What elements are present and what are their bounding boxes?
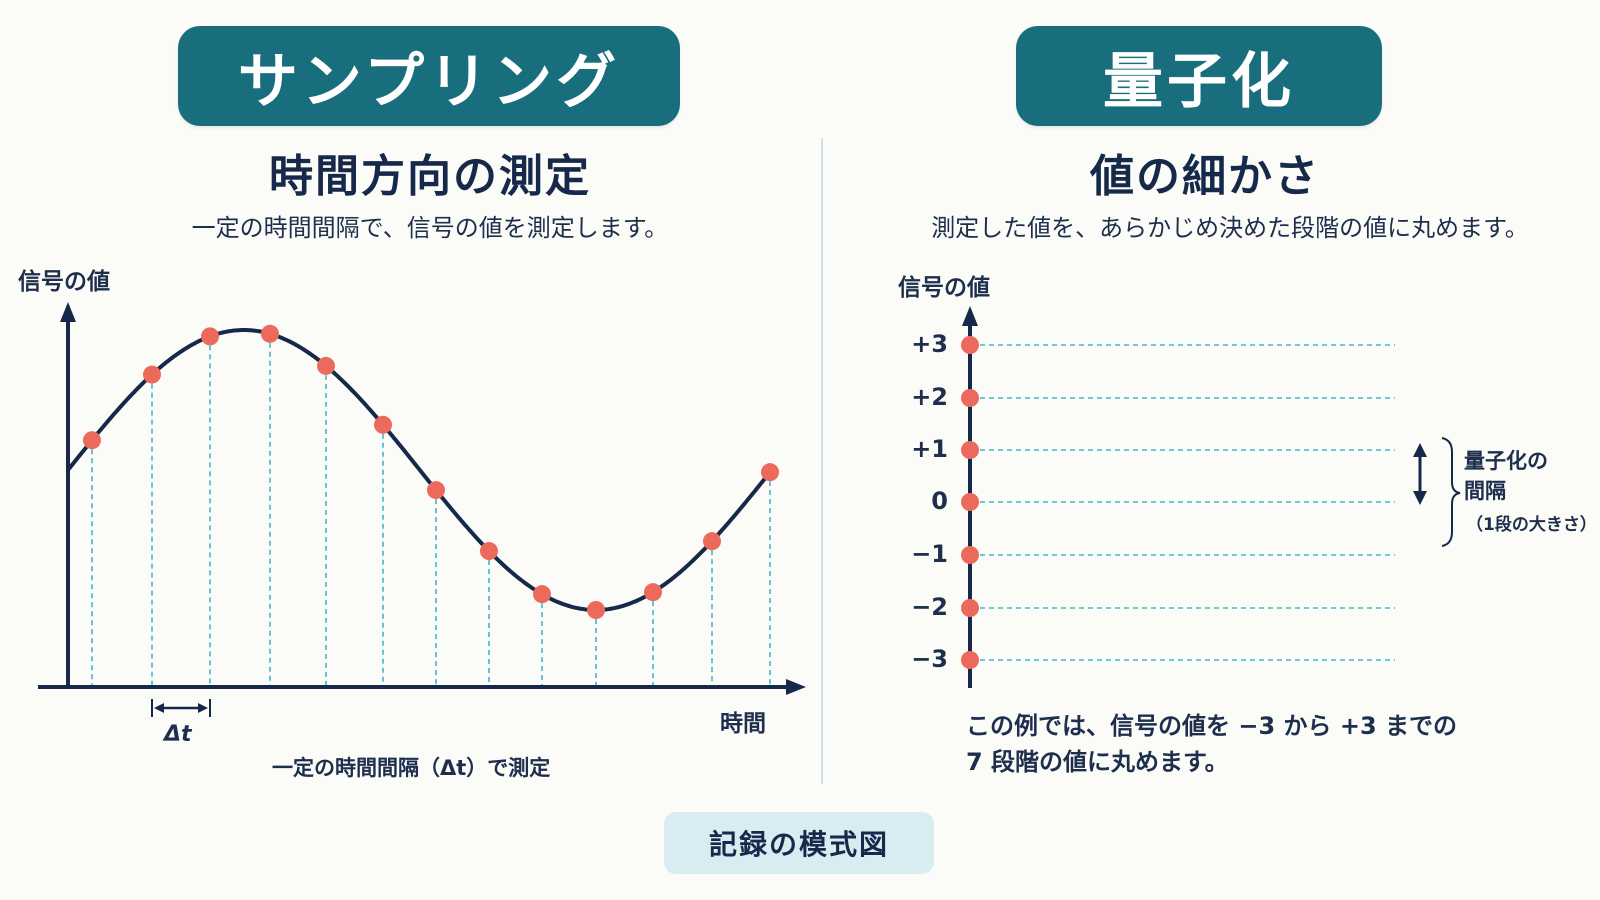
level-label: +1 [911, 435, 948, 463]
sample-point [83, 431, 101, 450]
delta-left-arrow-icon [154, 703, 164, 713]
sampling-x-arrow-icon [786, 679, 806, 695]
interval-up-arrow-icon [1413, 443, 1427, 457]
interval-label-line1: 量子化の [1464, 449, 1548, 473]
quantization-subtitle: 値の細かさ [1090, 151, 1320, 202]
quantization-note-line2: 7 段階の値に丸めます。 [966, 748, 1229, 776]
sampling-y-label: 信号の値 [18, 269, 110, 295]
level-point [961, 599, 979, 617]
sample-point [317, 356, 335, 375]
level-label: +2 [911, 383, 948, 411]
level-point [961, 389, 979, 407]
sampling-axes [38, 302, 806, 695]
sampling-y-arrow-icon [60, 302, 76, 322]
sample-points [83, 324, 779, 619]
sampling-caption: 一定の時間間隔（Δt）で測定 [272, 756, 551, 780]
footer-badge: 記録の模式図 [664, 812, 934, 874]
quantization-level-points [961, 336, 979, 669]
sampling-guide-lines [91, 333, 771, 685]
delta-right-arrow-icon [198, 703, 208, 713]
sampling-title: サンプリング [237, 46, 621, 117]
footer-label: 記録の模式図 [708, 828, 889, 861]
sampling-description: 一定の時間間隔で、信号の値を測定します。 [191, 214, 669, 242]
interval-label: 量子化の 間隔 [1464, 446, 1548, 506]
level-point [961, 651, 979, 669]
quantization-description: 測定した値を、あらかじめ決めた段階の値に丸めます。 [931, 214, 1529, 242]
level-point [961, 336, 979, 354]
sampling-x-label: 時間 [720, 711, 766, 737]
sample-point [201, 327, 219, 346]
quantization-y-label: 信号の値 [898, 275, 990, 301]
interval-note: （1段の大きさ） [1466, 515, 1597, 535]
interval-label-line2: 間隔 [1464, 479, 1506, 503]
sample-point [480, 542, 498, 561]
sample-point [761, 463, 779, 482]
level-label: 0 [931, 487, 948, 515]
sample-point [427, 481, 445, 500]
quantization-title-pill: 量子化 [1016, 26, 1382, 126]
delta-t-label: Δt [164, 722, 192, 747]
sample-point [587, 600, 605, 619]
sampling-subtitle: 時間方向の測定 [269, 151, 591, 202]
sample-point [533, 585, 551, 604]
level-label: −2 [911, 593, 948, 621]
interval-down-arrow-icon [1413, 491, 1427, 505]
level-point [961, 441, 979, 459]
signal-curve [66, 328, 772, 612]
level-label: +3 [911, 330, 948, 358]
quantization-y-arrow-icon [962, 306, 978, 326]
sample-point [374, 415, 392, 434]
level-label: −1 [911, 540, 948, 568]
quantization-note: この例では、信号の値を −3 から +3 までの 7 段階の値に丸めます。 [966, 708, 1457, 780]
panel-divider [821, 138, 823, 784]
level-label: −3 [911, 645, 948, 673]
sample-point [644, 583, 662, 602]
level-point [961, 493, 979, 511]
delta-t-marker [151, 699, 211, 717]
sample-point [143, 365, 161, 384]
quantization-note-line1: この例では、信号の値を −3 から +3 までの [966, 712, 1458, 740]
sampling-title-pill: サンプリング [178, 26, 680, 126]
interval-marker [1413, 437, 1461, 547]
quantization-title: 量子化 [1103, 46, 1295, 117]
sample-point [703, 532, 721, 551]
level-point [961, 546, 979, 564]
interval-brace [1441, 437, 1461, 547]
sample-point [261, 324, 279, 343]
quantization-levels [980, 344, 1395, 661]
